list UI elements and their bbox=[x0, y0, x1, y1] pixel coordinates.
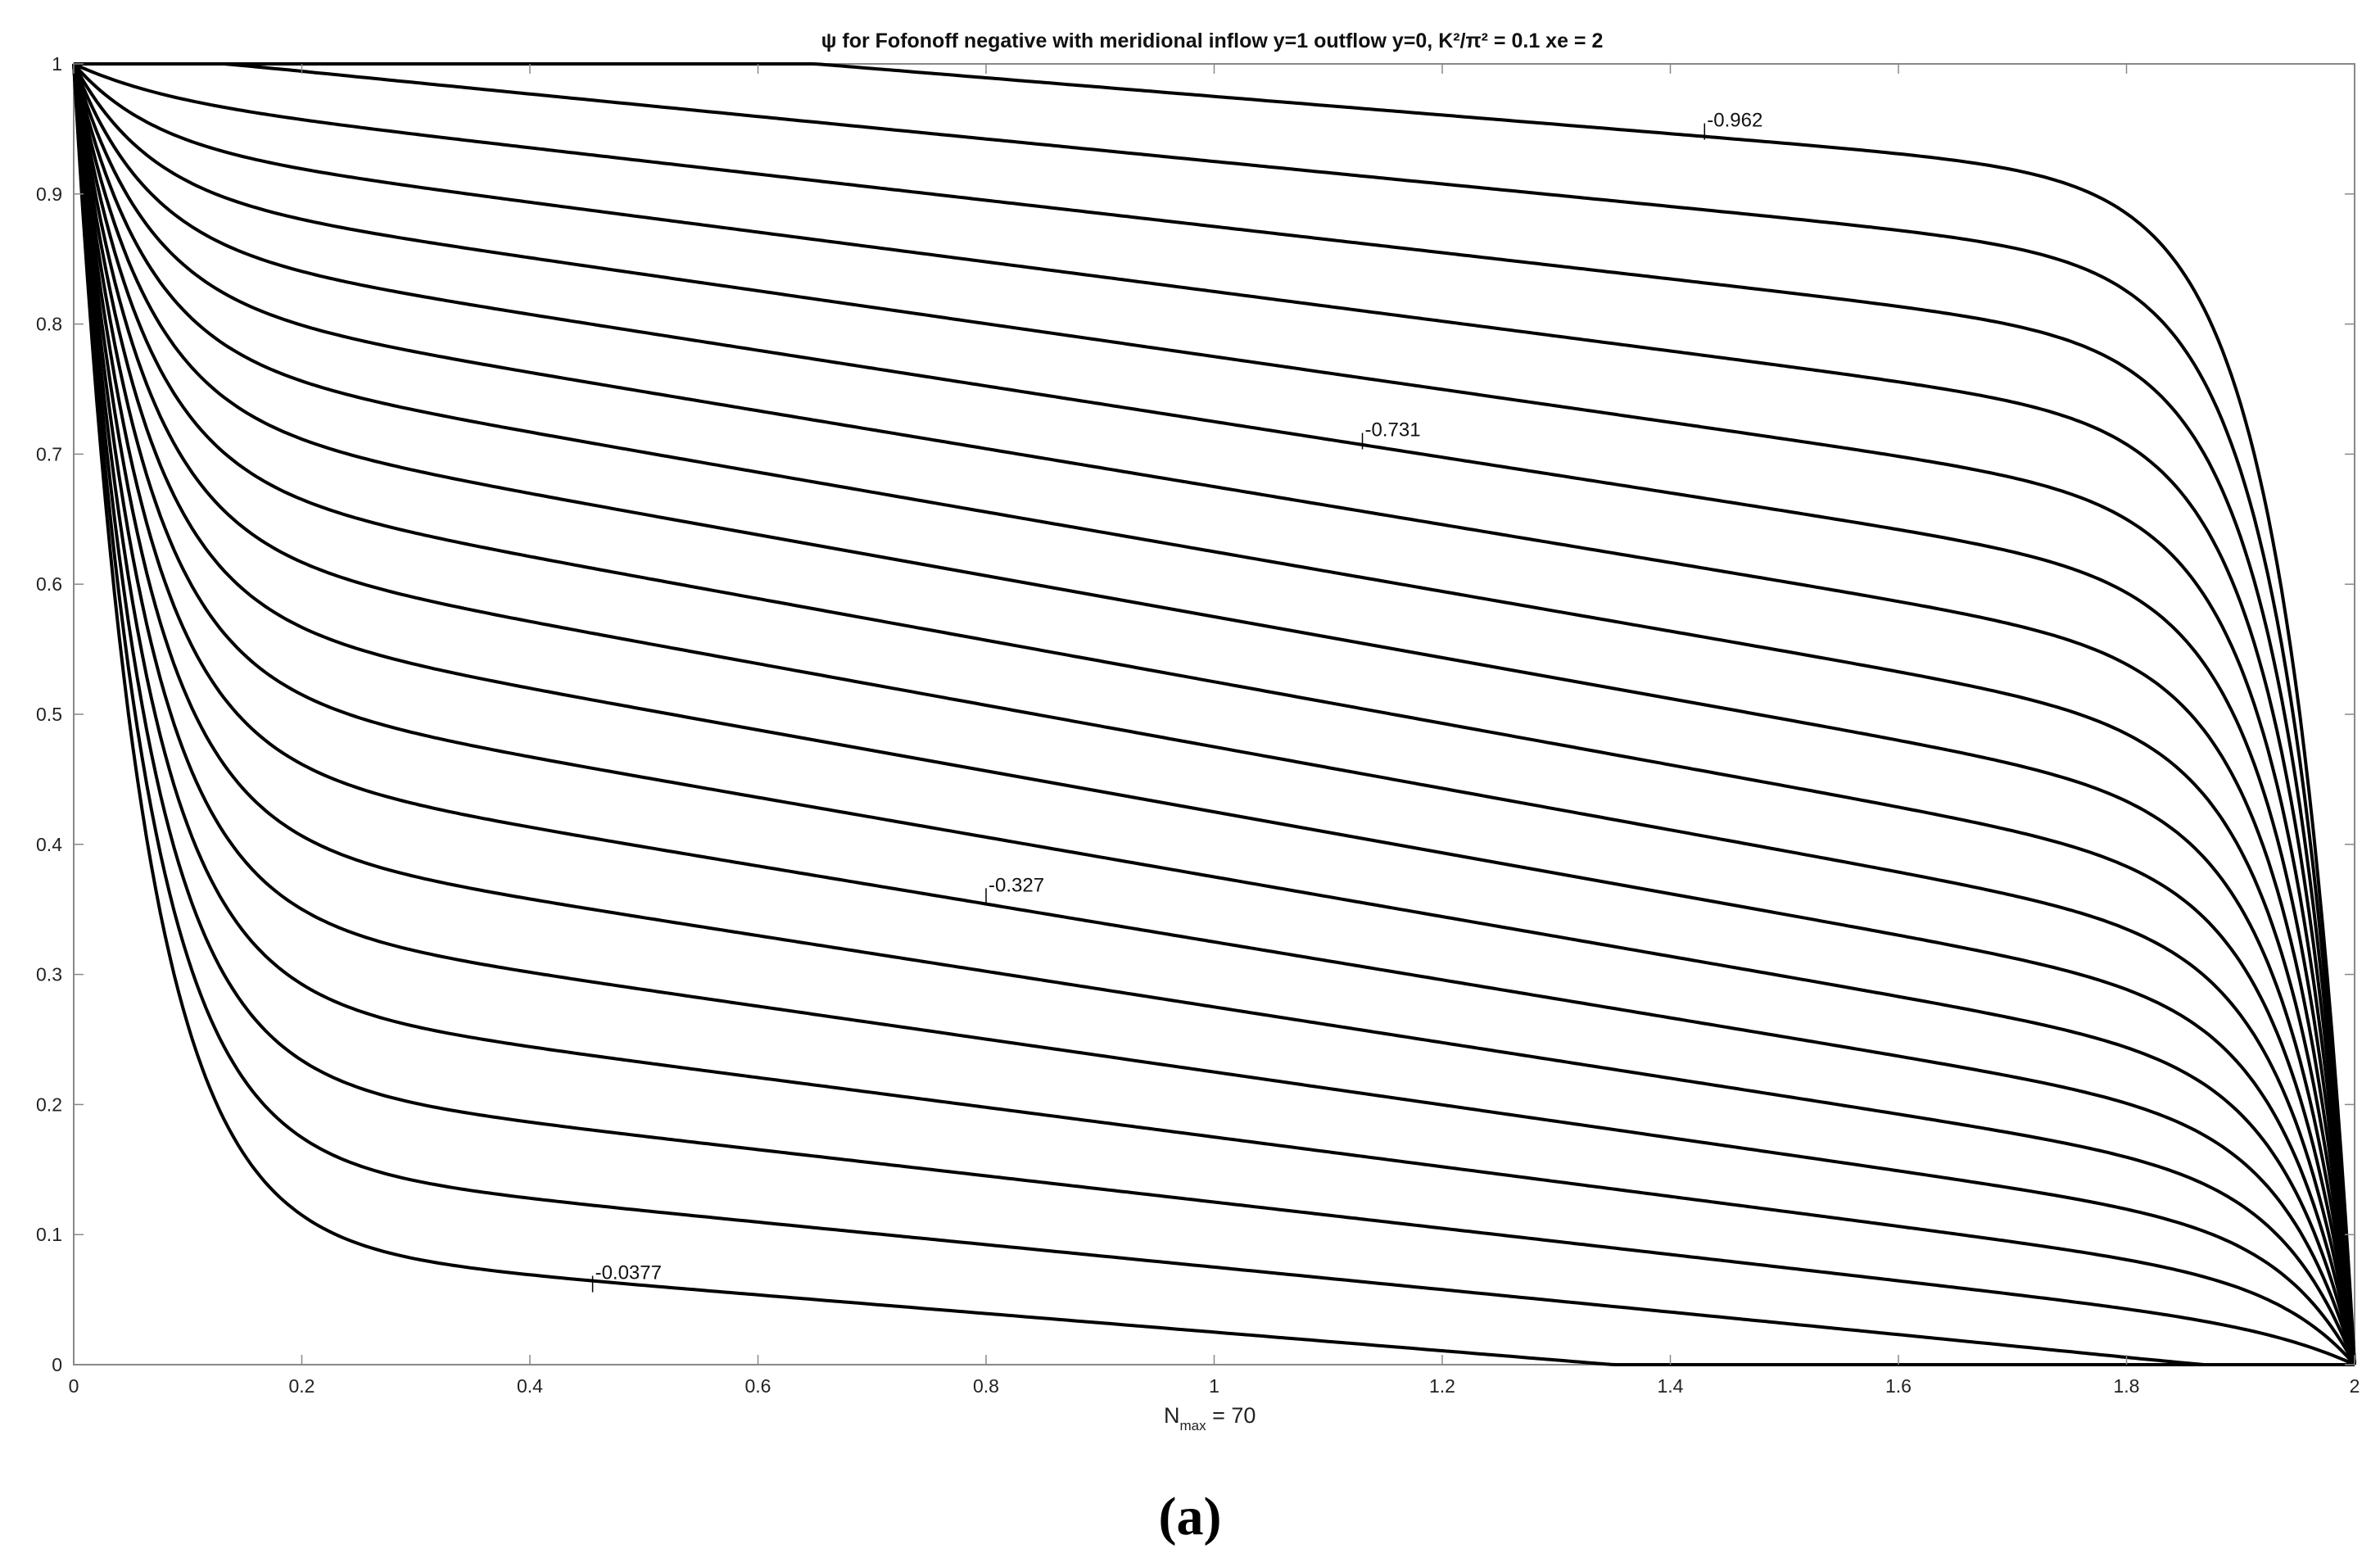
x-axis-label-main: N bbox=[1164, 1403, 1180, 1428]
y-tick-label: 0.2 bbox=[36, 1094, 62, 1115]
x-tick-label: 1.8 bbox=[2114, 1375, 2140, 1397]
y-tick-label: 0.5 bbox=[36, 704, 62, 725]
x-tick-label: 1.4 bbox=[1658, 1375, 1684, 1397]
contour-line bbox=[72, 63, 2356, 1365]
contour-line bbox=[72, 63, 2356, 1365]
x-tick-label: 0.8 bbox=[973, 1375, 999, 1397]
panel-label: (a) bbox=[1159, 1487, 1222, 1547]
y-tick-label: 0.7 bbox=[36, 443, 62, 464]
contour-line bbox=[72, 63, 2356, 1366]
x-axis-ticks: 0 0.2 0.4 0.6 0.8 1 1.2 1.4 1.6 1.8 2 bbox=[69, 64, 2360, 1397]
y-tick-label: 0.8 bbox=[36, 314, 62, 335]
contour-line bbox=[72, 63, 2356, 1365]
y-tick-label: 0 bbox=[52, 1354, 62, 1375]
plot-frame bbox=[73, 63, 2355, 1365]
contour-line bbox=[73, 62, 2356, 1365]
y-tick-label: 0.3 bbox=[36, 964, 62, 985]
x-axis-label-subscript: max bbox=[1180, 1418, 1207, 1433]
x-tick-label: 0.2 bbox=[289, 1375, 315, 1397]
contour-line bbox=[72, 63, 2355, 1366]
y-axis-ticks: 0 0.1 0.2 0.3 0.4 0.5 0.6 0.7 0.8 0.9 1 bbox=[36, 53, 2355, 1375]
x-tick-label: 0.6 bbox=[745, 1375, 771, 1397]
contour-line bbox=[72, 63, 2356, 1365]
x-tick-label: 0 bbox=[69, 1375, 79, 1397]
contour-label: -0.0377 bbox=[595, 1262, 662, 1284]
y-tick-label: 0.1 bbox=[36, 1224, 62, 1245]
contour-line bbox=[72, 63, 2355, 1366]
plot-area: 0 0.2 0.4 0.6 0.8 1 1.2 1.4 1.6 1.8 2 0 0.1 0.2 0.3 0.… bbox=[36, 53, 2360, 1397]
contour-line bbox=[72, 63, 2356, 1365]
y-tick-label: 1 bbox=[52, 53, 62, 75]
chart-title: ψ for Fofonoff negative with meridional … bbox=[821, 29, 1604, 52]
contour-line bbox=[72, 62, 2356, 1365]
x-tick-label: 1 bbox=[1209, 1375, 1219, 1397]
x-tick-label: 0.4 bbox=[517, 1375, 543, 1397]
x-tick-label: 2 bbox=[2350, 1375, 2360, 1397]
contour-line bbox=[72, 63, 2356, 1365]
x-axis-label-value: = 70 bbox=[1206, 1403, 1256, 1428]
contour-line bbox=[74, 62, 2356, 1365]
contour-line bbox=[74, 62, 2356, 1365]
contour-label: -0.327 bbox=[989, 874, 1044, 896]
contour-line bbox=[72, 63, 2356, 1365]
y-tick-label: 0.6 bbox=[36, 573, 62, 595]
y-tick-label: 0.9 bbox=[36, 183, 62, 205]
contour-labels: -0.962 -0.731 -0.327 -0.0377 bbox=[591, 110, 1762, 1293]
contour-label: -0.731 bbox=[1365, 419, 1421, 442]
contour-lines bbox=[72, 62, 2356, 1366]
x-tick-label: 1.2 bbox=[1429, 1375, 1455, 1397]
contour-line bbox=[72, 63, 2356, 1365]
contour-line bbox=[72, 63, 2356, 1365]
contour-line bbox=[72, 63, 2356, 1365]
contour-label: -0.962 bbox=[1707, 110, 1762, 132]
contour-line bbox=[72, 63, 2356, 1365]
contour-line bbox=[72, 63, 2355, 1366]
contour-line bbox=[72, 63, 2356, 1365]
x-tick-label: 1.6 bbox=[1885, 1375, 1912, 1397]
x-axis-label: Nmax = 70 bbox=[1164, 1403, 1256, 1433]
y-tick-label: 0.4 bbox=[36, 834, 62, 855]
